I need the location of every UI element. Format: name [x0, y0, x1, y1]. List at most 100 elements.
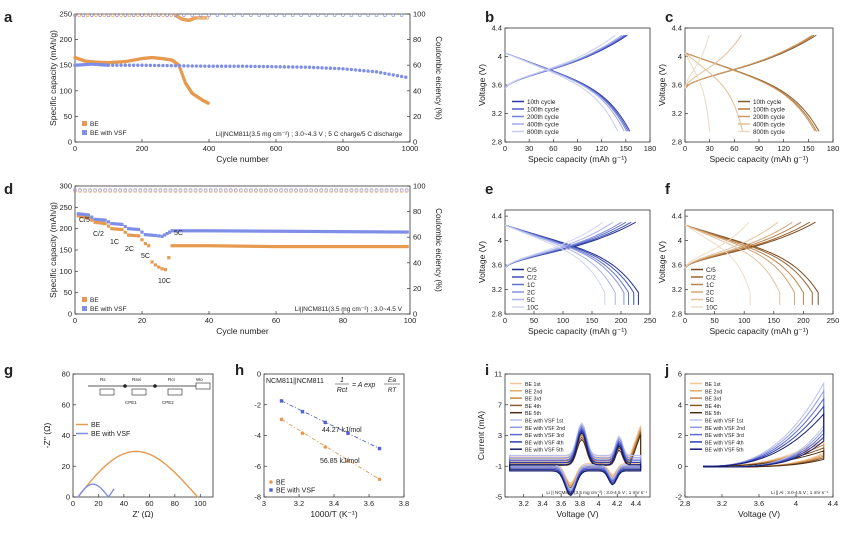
legend-label: BE with VSF	[90, 130, 127, 137]
data-point	[291, 13, 295, 17]
data-point	[198, 229, 203, 233]
legend-label: 5C	[527, 297, 536, 304]
ce-point	[299, 189, 303, 193]
data-point	[224, 229, 228, 233]
data-point	[160, 234, 164, 238]
x-tick-label: 150	[802, 144, 815, 153]
discharge-curve	[684, 224, 781, 305]
rate-label: C/2	[93, 231, 104, 238]
ce-point	[128, 187, 133, 192]
resistor-symbol	[167, 388, 183, 396]
ce-point	[354, 187, 359, 192]
data-point	[394, 244, 398, 249]
data-point	[266, 244, 270, 249]
y-tick-label: 3.2	[492, 109, 502, 118]
data-point	[369, 244, 373, 249]
x-tick-label: 800	[337, 144, 350, 153]
data-point	[319, 229, 323, 234]
y2-tick-label: 20	[413, 112, 421, 121]
data-point	[200, 16, 205, 20]
data-point	[249, 244, 253, 248]
ce-point	[223, 187, 228, 192]
impedance-curve	[77, 483, 115, 499]
y-tick-label: 200	[59, 35, 72, 44]
data-point	[391, 73, 395, 77]
data-point	[93, 217, 97, 221]
data-point	[181, 229, 186, 233]
data-point	[207, 244, 211, 248]
data-point	[405, 230, 409, 234]
x-axis-label: Specic capacity (mAh g⁻¹)	[710, 326, 809, 336]
data-point	[305, 229, 309, 234]
x-tick-label: 40	[120, 499, 128, 508]
ce-point	[138, 187, 143, 192]
ce-point	[379, 189, 384, 193]
data-point	[352, 230, 356, 234]
y2-axis-label: Coulombic eiciency (%)	[434, 208, 443, 292]
data-point	[383, 13, 387, 17]
x-tick-label: 150	[586, 316, 599, 325]
data-point	[377, 477, 382, 482]
rate-label: 2C	[125, 246, 134, 253]
x-tick-label: 1000	[402, 144, 419, 153]
panel-c: 0 30 60 90 120 150 180 2.8 3.2 3.6 4 4.4 Specic capa…	[657, 24, 839, 165]
x-tick-label: 180	[827, 144, 840, 153]
ce-point	[289, 187, 293, 192]
panel-letter-i: i	[485, 362, 489, 379]
x-tick-label: 4.2	[612, 499, 622, 508]
ce-point	[128, 189, 133, 193]
data-point	[93, 220, 97, 224]
data-point	[136, 63, 140, 67]
data-point	[366, 244, 370, 249]
legend-label: 400th cycle	[753, 122, 785, 129]
data-point	[173, 64, 178, 68]
x-tick-label: 3.2	[294, 499, 304, 508]
data-point	[372, 230, 376, 234]
x-tick-label: 100	[404, 316, 417, 325]
data-point	[349, 67, 354, 72]
data-point	[187, 229, 191, 233]
data-point	[391, 244, 395, 249]
data-point	[313, 244, 317, 249]
legend-label: BE 5th	[525, 411, 541, 417]
discharge-curve	[504, 52, 619, 132]
charge-curve	[684, 221, 750, 269]
resistor-symbol	[99, 388, 115, 396]
ce-point	[168, 189, 173, 193]
x-tick-label: 200	[136, 144, 149, 153]
data-point	[268, 244, 273, 249]
circuit-label: CPE2	[162, 400, 174, 405]
data-point	[277, 229, 281, 233]
data-point	[238, 244, 242, 248]
data-point	[132, 227, 136, 231]
data-point	[299, 65, 303, 69]
data-point	[341, 230, 345, 234]
data-point	[210, 244, 214, 248]
y-axis-label: Specific capacity (mAh/g)	[48, 30, 58, 126]
data-point	[215, 13, 220, 17]
data-point	[115, 63, 119, 67]
data-point	[271, 229, 275, 233]
data-point	[79, 214, 83, 218]
ce-point	[178, 189, 183, 193]
data-point	[167, 256, 171, 260]
data-point	[307, 65, 312, 69]
data-point	[137, 227, 141, 232]
legend-label: BE 1st	[525, 382, 541, 388]
data-point	[282, 13, 287, 17]
y-tick-label: 4	[678, 236, 682, 245]
y-tick-label: 3.6	[492, 261, 502, 270]
data-point	[370, 69, 375, 74]
data-point	[205, 16, 210, 20]
data-point	[402, 244, 407, 249]
data-point	[123, 63, 127, 67]
ce-point	[334, 189, 339, 193]
data-point	[405, 244, 409, 249]
data-point	[299, 13, 303, 17]
discharge-curve	[504, 224, 630, 305]
circuit-label: Rsei	[132, 377, 141, 382]
ce-point	[173, 189, 178, 193]
panel-i: 3.2 3.4 3.6 3.8 4 4.2 4.4 -5 -1 3 7 11 Voltage (V) Cu…	[476, 370, 651, 519]
data-point	[157, 63, 161, 68]
